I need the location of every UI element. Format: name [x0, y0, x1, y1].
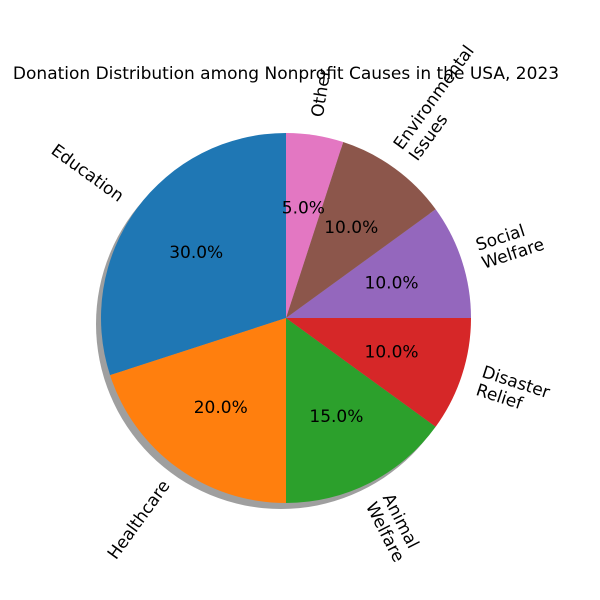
- category-label-line: Healthcare: [104, 477, 175, 564]
- percent-label-social-welfare: 10.0%: [365, 274, 419, 294]
- pie-slice-education: [101, 133, 286, 376]
- pie-slice-disaster-relief: [286, 318, 471, 427]
- percent-label-other: 5.0%: [282, 198, 325, 218]
- percent-label-healthcare: 20.0%: [194, 398, 248, 418]
- pie-slice-other: [286, 133, 344, 318]
- category-label-line: Education: [47, 141, 127, 207]
- chart-title: Donation Distribution among Nonprofit Ca…: [13, 64, 559, 84]
- pie-wedges: [101, 133, 471, 503]
- pie-slice-healthcare: [110, 318, 287, 503]
- pie-slice-environmental-issues: [286, 142, 436, 318]
- percent-label-environmental-issues: 10.0%: [324, 218, 378, 238]
- percent-label-disaster-relief: 10.0%: [365, 342, 419, 362]
- category-label-education: Education: [47, 141, 127, 207]
- pie-slice-animal-welfare: [286, 318, 436, 503]
- percent-label-animal-welfare: 15.0%: [309, 407, 363, 427]
- percent-label-education: 30.0%: [169, 243, 223, 263]
- category-label-healthcare: Healthcare: [104, 477, 175, 564]
- pie-slice-social-welfare: [286, 209, 471, 318]
- percent-labels: 30.0%20.0% 15.0%10.0%10.0%10.0%5.0%: [169, 198, 418, 427]
